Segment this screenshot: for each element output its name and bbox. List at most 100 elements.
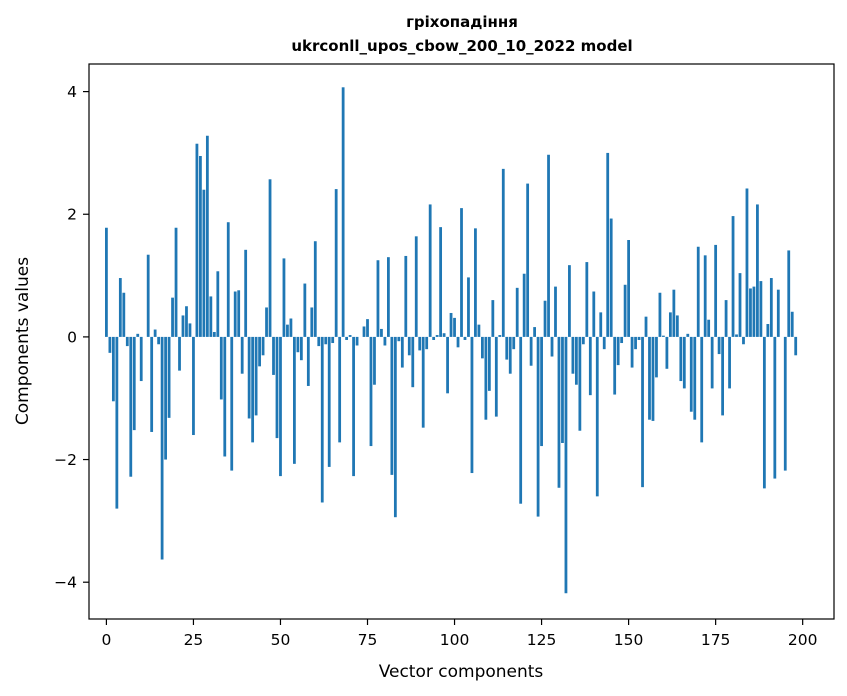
bar-67 bbox=[338, 336, 342, 443]
bar-168 bbox=[689, 336, 693, 412]
bar-136 bbox=[578, 336, 582, 431]
bar-71 bbox=[352, 336, 355, 477]
bar-125 bbox=[540, 336, 543, 447]
bar-23 bbox=[185, 306, 188, 337]
bar-31 bbox=[212, 331, 216, 337]
bar-94 bbox=[432, 336, 436, 340]
bar-49 bbox=[275, 336, 279, 439]
bar-121 bbox=[526, 183, 530, 337]
bar-163 bbox=[672, 289, 676, 337]
bar-74 bbox=[362, 326, 366, 337]
bar-105 bbox=[470, 336, 474, 474]
bar-173 bbox=[707, 319, 711, 337]
bar-198 bbox=[794, 336, 798, 356]
bar-112 bbox=[494, 336, 498, 417]
bar-75 bbox=[366, 319, 369, 337]
bar-36 bbox=[230, 336, 234, 471]
bar-56 bbox=[299, 336, 303, 361]
bar-128 bbox=[550, 336, 554, 357]
bar-59 bbox=[310, 307, 314, 337]
bar-186 bbox=[752, 286, 756, 337]
bar-35 bbox=[226, 222, 230, 337]
bar-50 bbox=[279, 336, 282, 477]
bar-84 bbox=[397, 336, 401, 342]
bar-10 bbox=[139, 336, 143, 382]
x-axis-label: Vector components bbox=[379, 662, 544, 682]
bar-52 bbox=[286, 324, 289, 337]
bar-69 bbox=[345, 336, 349, 340]
bar-93 bbox=[428, 204, 432, 337]
bar-44 bbox=[258, 336, 261, 367]
bar-142 bbox=[599, 312, 603, 337]
bar-119 bbox=[519, 336, 523, 504]
bar-193 bbox=[776, 289, 780, 337]
bar-101 bbox=[456, 336, 460, 348]
x-tick-label: 200 bbox=[788, 631, 818, 649]
bar-183 bbox=[742, 336, 745, 345]
bar-151 bbox=[630, 336, 634, 368]
bar-127 bbox=[547, 154, 550, 337]
bar-83 bbox=[393, 336, 397, 518]
bar-100 bbox=[453, 317, 456, 337]
bar-126 bbox=[543, 300, 547, 337]
bar-177 bbox=[721, 336, 724, 416]
y-tick-label: 4 bbox=[67, 83, 77, 101]
bar-86 bbox=[404, 255, 408, 337]
bar-176 bbox=[717, 336, 721, 355]
bar-28 bbox=[202, 189, 206, 337]
x-tick-label: 50 bbox=[271, 631, 291, 649]
bar-159 bbox=[658, 292, 662, 337]
bar-124 bbox=[536, 336, 540, 517]
bar-134 bbox=[571, 336, 575, 374]
bar-98 bbox=[446, 336, 449, 394]
bar-135 bbox=[574, 336, 578, 385]
bar-174 bbox=[710, 336, 714, 389]
bar-153 bbox=[637, 336, 641, 340]
x-tick-label: 100 bbox=[440, 631, 470, 649]
bar-107 bbox=[477, 324, 481, 337]
bar-16 bbox=[160, 336, 164, 560]
bar-24 bbox=[188, 323, 192, 337]
bar-172 bbox=[703, 255, 707, 337]
bar-42 bbox=[251, 336, 255, 443]
bar-122 bbox=[529, 336, 533, 366]
bar-1 bbox=[108, 336, 112, 353]
x-tick-label: 150 bbox=[614, 631, 644, 649]
bar-196 bbox=[787, 250, 791, 337]
x-tick-label: 25 bbox=[184, 631, 204, 649]
bar-39 bbox=[240, 336, 244, 374]
bar-21 bbox=[178, 336, 181, 371]
bar-139 bbox=[588, 336, 592, 396]
bar-33 bbox=[219, 336, 223, 400]
bar-191 bbox=[769, 278, 773, 337]
bar-149 bbox=[623, 284, 627, 337]
bar-109 bbox=[484, 336, 488, 420]
x-axis-ticks: 0 25 50 75 100 125 150 175 200 bbox=[101, 619, 817, 649]
bar-141 bbox=[595, 336, 599, 497]
y-tick-label: −4 bbox=[54, 574, 77, 592]
bar-45 bbox=[261, 336, 265, 356]
bar-57 bbox=[303, 283, 307, 337]
bar-166 bbox=[682, 336, 686, 389]
bar-162 bbox=[668, 312, 672, 337]
bar-150 bbox=[627, 240, 630, 337]
bar-164 bbox=[675, 315, 679, 337]
bar-66 bbox=[334, 189, 338, 337]
bar-108 bbox=[481, 336, 484, 359]
bar-113 bbox=[498, 335, 502, 337]
bar-95 bbox=[435, 335, 439, 337]
bar-29 bbox=[205, 135, 209, 337]
bar-111 bbox=[491, 300, 495, 337]
bar-189 bbox=[762, 336, 766, 489]
bar-129 bbox=[554, 286, 557, 337]
bar-171 bbox=[700, 336, 704, 443]
bar-170 bbox=[696, 246, 700, 337]
bar-85 bbox=[400, 336, 404, 368]
bar-190 bbox=[766, 324, 770, 337]
bar-19 bbox=[171, 297, 174, 337]
bar-132 bbox=[564, 336, 568, 594]
bar-110 bbox=[487, 336, 491, 391]
bar-146 bbox=[613, 336, 617, 395]
bar-197 bbox=[790, 311, 794, 337]
